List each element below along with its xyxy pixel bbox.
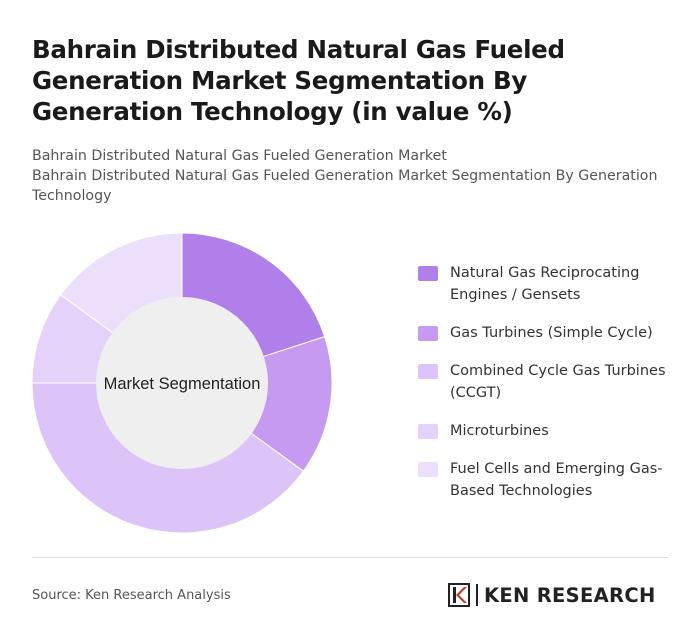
legend-item-5: Fuel Cells and Emerging Gas-Based Techno…: [418, 458, 678, 502]
chart-legend: Natural Gas Reciprocating Engines / Gens…: [418, 262, 678, 518]
ken-research-logo-icon: [448, 583, 470, 607]
legend-swatch: [418, 326, 438, 341]
legend-label: Microturbines: [450, 423, 549, 439]
legend-swatch: [418, 364, 438, 379]
legend-item-4: Microturbines: [418, 420, 678, 442]
chart-title: Bahrain Distributed Natural Gas Fueled G…: [32, 35, 565, 126]
logo-text: KEN RESEARCH: [484, 583, 656, 607]
footer-divider: [32, 557, 668, 558]
logo-separator: [476, 584, 478, 606]
legend-swatch: [418, 424, 438, 439]
ken-research-logo: KEN RESEARCH: [448, 582, 656, 608]
center-label: Market Segmentation: [104, 375, 261, 393]
legend-label: Gas Turbines (Simple Cycle): [450, 325, 653, 341]
legend-swatch: [418, 462, 438, 477]
legend-swatch: [418, 266, 438, 281]
chart-subtitle: Bahrain Distributed Natural Gas Fueled G…: [32, 146, 672, 206]
subtitle-line-2: Bahrain Distributed Natural Gas Fueled G…: [32, 168, 658, 204]
legend-item-3: Combined Cycle Gas Turbines (CCGT): [418, 360, 678, 404]
source-note: Source: Ken Research Analysis: [32, 588, 231, 603]
subtitle-line-1: Bahrain Distributed Natural Gas Fueled G…: [32, 148, 447, 164]
donut-hole: [96, 297, 268, 469]
legend-item-1: Natural Gas Reciprocating Engines / Gens…: [418, 262, 678, 306]
legend-label: Natural Gas Reciprocating Engines / Gens…: [450, 265, 640, 303]
legend-label: Combined Cycle Gas Turbines (CCGT): [450, 363, 666, 401]
legend-item-2: Gas Turbines (Simple Cycle): [418, 322, 678, 344]
legend-label: Fuel Cells and Emerging Gas-Based Techno…: [450, 461, 663, 499]
